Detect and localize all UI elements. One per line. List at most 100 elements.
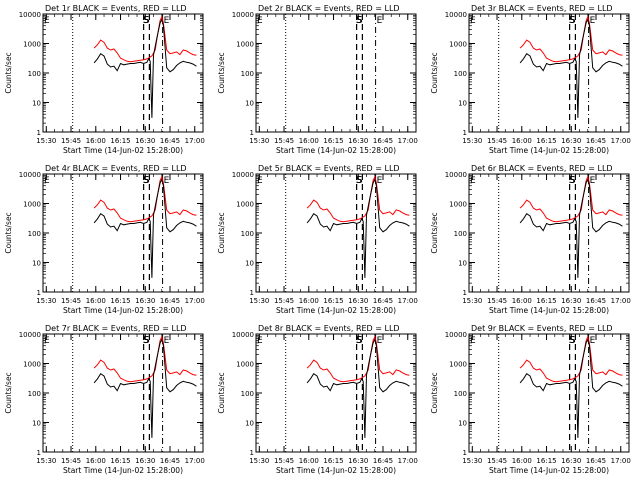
marker-label: E — [164, 176, 170, 186]
chart-panel: Det 3r BLACK = Events, RED = LLD 1 10 100 10… — [430, 4, 631, 155]
marker-label: S — [356, 15, 362, 26]
x-tick-label: 16:45 — [586, 457, 606, 465]
panel-title: Det 6r BLACK = Events, RED = LLD — [471, 164, 613, 173]
y-axis-label: Counts/sec — [4, 52, 13, 93]
chart-panel: Det 5r BLACK = Events, RED = LLD 1 10 100 10… — [217, 164, 418, 315]
x-tick-label: 15:30 — [462, 297, 482, 305]
x-tick-label: 15:30 — [36, 297, 56, 305]
plot-frame — [42, 13, 204, 133]
y-tick-label: 100 — [454, 70, 467, 78]
x-tick-label: 16:00 — [86, 297, 106, 305]
chart-panel: Det 9r BLACK = Events, RED = LLD 1 10 100 10… — [430, 324, 631, 475]
y-tick-label: 10 — [458, 100, 467, 108]
x-tick-label: 15:30 — [36, 137, 56, 145]
x-tick-label: 16:15 — [536, 137, 556, 145]
y-axis-label: Counts/sec — [430, 52, 439, 93]
y-tick-label: 1000 — [236, 201, 254, 209]
x-tick-label: 15:30 — [249, 457, 269, 465]
y-tick-label: 1000 — [23, 201, 41, 209]
marker-label: E — [590, 336, 596, 346]
x-tick-label: 16:30 — [135, 457, 155, 465]
y-tick-label: 100 — [241, 70, 254, 78]
x-tick-label: 15:30 — [249, 137, 269, 145]
x-tick-label: 16:15 — [536, 457, 556, 465]
plot-frame — [255, 173, 417, 293]
marker-label: S — [356, 335, 362, 346]
x-tick-label: 16:00 — [299, 297, 319, 305]
plot-frame — [255, 13, 417, 133]
lld-series-red — [306, 335, 410, 383]
events-series-black — [93, 178, 197, 278]
y-tick-label: 1 — [463, 289, 467, 297]
y-tick-label: 10000 — [19, 171, 41, 179]
marker-label: E — [44, 176, 50, 186]
y-axis-label: Counts/sec — [430, 212, 439, 253]
x-tick-label: 16:30 — [561, 297, 581, 305]
x-tick-label: 15:30 — [36, 457, 56, 465]
x-axis-label: Start Time (14-Jun-02 15:28:00) — [276, 306, 396, 315]
marker-label: S — [143, 15, 149, 26]
marker-label: E — [257, 176, 263, 186]
chart-panel: Det 1r BLACK = Events, RED = LLD 1 10 100 10… — [4, 4, 205, 155]
plot-frame — [468, 173, 630, 293]
x-tick-label: 15:30 — [462, 457, 482, 465]
y-tick-label: 10000 — [19, 331, 41, 339]
marker-label: E — [377, 16, 383, 26]
x-tick-label: 17:00 — [185, 297, 205, 305]
lld-series-red — [519, 15, 623, 63]
y-axis-label: Counts/sec — [217, 372, 226, 413]
x-tick-label: 16:30 — [135, 297, 155, 305]
marker-label: S — [356, 175, 362, 186]
x-tick-label: 15:30 — [249, 297, 269, 305]
y-tick-label: 1000 — [236, 41, 254, 49]
marker-label: S — [356, 15, 362, 26]
x-tick-label: 17:00 — [611, 297, 631, 305]
x-tick-label: 15:45 — [61, 297, 81, 305]
marker-label: S — [356, 175, 362, 186]
marker-label: E — [257, 16, 263, 26]
y-tick-label: 10 — [245, 100, 254, 108]
events-series-black — [93, 338, 197, 438]
marker-label: E — [377, 176, 383, 186]
x-tick-label: 16:30 — [348, 297, 368, 305]
marker-label: E — [44, 16, 50, 26]
y-tick-label: 10 — [32, 260, 41, 268]
x-tick-label: 16:30 — [348, 137, 368, 145]
x-tick-label: 16:00 — [512, 297, 532, 305]
x-tick-label: 16:00 — [299, 137, 319, 145]
y-tick-label: 100 — [241, 390, 254, 398]
marker-label: S — [569, 15, 575, 26]
x-tick-label: 15:45 — [487, 297, 507, 305]
y-tick-label: 10 — [245, 420, 254, 428]
lld-series-red — [93, 335, 197, 383]
x-tick-label: 17:00 — [185, 137, 205, 145]
marker-label: E — [164, 336, 170, 346]
x-tick-label: 16:15 — [323, 137, 343, 145]
panel-title: Det 3r BLACK = Events, RED = LLD — [471, 4, 613, 13]
x-tick-label: 16:15 — [536, 297, 556, 305]
x-tick-label: 17:00 — [611, 137, 631, 145]
x-tick-label: 16:15 — [110, 137, 130, 145]
y-tick-label: 10000 — [19, 11, 41, 19]
lld-series-red — [519, 335, 623, 383]
x-tick-label: 16:15 — [110, 457, 130, 465]
lld-series-red — [306, 175, 410, 223]
lld-series-red — [93, 15, 197, 63]
x-tick-label: 16:45 — [373, 457, 393, 465]
chart-panel: Det 2r BLACK = Events, RED = LLD 1 10 100 10… — [217, 4, 418, 155]
x-tick-label: 15:45 — [274, 297, 294, 305]
x-tick-label: 15:45 — [487, 137, 507, 145]
lld-series-red — [519, 175, 623, 223]
y-tick-label: 10000 — [445, 11, 467, 19]
chart-panel: Det 7r BLACK = Events, RED = LLD 1 10 100 10… — [4, 324, 205, 475]
x-tick-label: 16:45 — [373, 137, 393, 145]
y-axis-label: Counts/sec — [4, 212, 13, 253]
x-tick-label: 16:00 — [86, 457, 106, 465]
events-series-black — [519, 18, 623, 118]
y-tick-label: 10 — [458, 420, 467, 428]
events-series-black — [93, 18, 197, 118]
x-tick-label: 16:00 — [512, 137, 532, 145]
x-tick-label: 16:30 — [348, 457, 368, 465]
marker-label: E — [164, 16, 170, 26]
y-tick-label: 100 — [28, 70, 41, 78]
